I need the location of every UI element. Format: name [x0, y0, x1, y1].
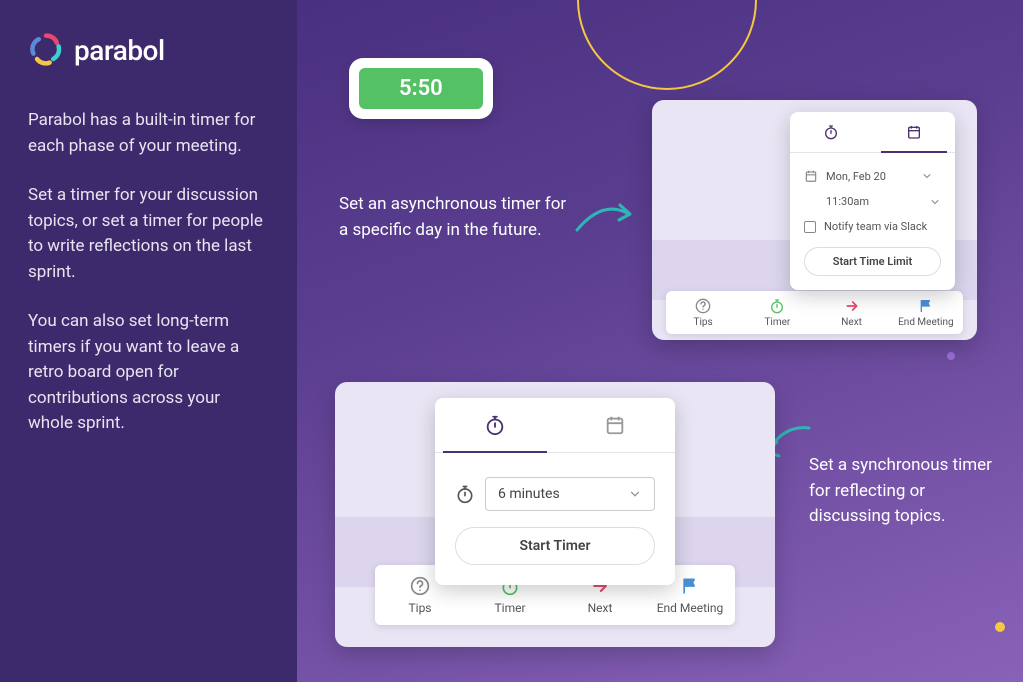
toolbar-label: Tips — [694, 317, 713, 328]
flag-icon — [679, 575, 701, 597]
next-button[interactable]: Next — [815, 291, 889, 334]
brand-name: parabol — [74, 34, 165, 67]
toolbar-label: End Meeting — [898, 317, 954, 328]
description-p2: Set a timer for your discussion topics, … — [28, 183, 269, 285]
logo: parabol — [28, 32, 269, 68]
question-icon — [409, 575, 431, 597]
parabol-logo-icon — [28, 32, 64, 68]
notify-label: Notify team via Slack — [824, 220, 927, 233]
calendar-icon — [906, 124, 922, 140]
timer-badge: 5:50 — [349, 58, 493, 119]
checkbox[interactable] — [804, 221, 816, 233]
time-selector[interactable]: 11:30am — [804, 189, 941, 214]
stopwatch-tab[interactable] — [790, 112, 873, 152]
calendar-tab[interactable] — [555, 398, 675, 452]
date-value: Mon, Feb 20 — [826, 170, 886, 183]
arrow-right-icon — [843, 297, 861, 315]
decorative-dot-yellow — [995, 622, 1005, 632]
stopwatch-icon — [823, 124, 839, 140]
left-panel: parabol Parabol has a built-in timer for… — [0, 0, 297, 682]
timer-button[interactable]: Timer — [740, 291, 814, 334]
duration-select[interactable]: 6 minutes — [485, 477, 655, 511]
async-caption: Set an asynchronous timer for a specific… — [339, 192, 569, 243]
calendar-icon — [604, 414, 626, 436]
popup-tabs — [435, 398, 675, 453]
description-p3: You can also set long-term timers if you… — [28, 309, 269, 437]
decorative-dot-purple — [947, 352, 955, 360]
sync-caption: Set a synchronous timer for reflecting o… — [809, 453, 1009, 530]
popup-tabs — [790, 112, 955, 153]
sync-mockup: Tips Timer Next — [335, 382, 775, 647]
toolbar-label: Next — [841, 317, 862, 328]
toolbar-label: Timer — [494, 601, 525, 615]
stopwatch-icon — [484, 414, 506, 436]
toolbar-label: Tips — [408, 601, 431, 615]
flag-icon — [917, 297, 935, 315]
calendar-icon — [804, 169, 818, 183]
notify-checkbox-row[interactable]: Notify team via Slack — [804, 214, 941, 239]
start-time-limit-button[interactable]: Start Time Limit — [804, 247, 941, 276]
duration-value: 6 minutes — [498, 486, 560, 502]
chevron-down-icon — [628, 487, 642, 501]
stopwatch-icon — [455, 484, 475, 504]
calendar-tab[interactable] — [873, 112, 956, 152]
timer-value: 5:50 — [359, 68, 483, 109]
toolbar-label: Next — [588, 601, 613, 615]
date-selector[interactable]: Mon, Feb 20 — [804, 163, 941, 189]
arrow-icon — [572, 195, 642, 240]
time-value: 11:30am — [826, 195, 869, 208]
end-meeting-button[interactable]: End Meeting — [889, 291, 963, 334]
toolbar-label: End Meeting — [657, 601, 724, 615]
async-timer-popup: Mon, Feb 20 11:30am Notify team via Slac… — [790, 112, 955, 290]
toolbar-label: Timer — [764, 317, 790, 328]
chevron-down-icon — [929, 196, 941, 208]
decorative-ring — [577, 0, 757, 90]
question-icon — [694, 297, 712, 315]
stopwatch-tab[interactable] — [435, 398, 555, 452]
description-p1: Parabol has a built-in timer for each ph… — [28, 108, 269, 159]
start-timer-button[interactable]: Start Timer — [455, 527, 655, 565]
right-panel: 5:50 Set an asynchronous timer for a spe… — [297, 0, 1023, 682]
async-mockup: Tips Timer Next — [652, 100, 977, 340]
stopwatch-icon — [768, 297, 786, 315]
chevron-down-icon — [921, 170, 933, 182]
tips-button[interactable]: Tips — [666, 291, 740, 334]
sync-timer-popup: 6 minutes Start Timer — [435, 398, 675, 585]
meeting-toolbar: Tips Timer Next — [666, 291, 963, 334]
